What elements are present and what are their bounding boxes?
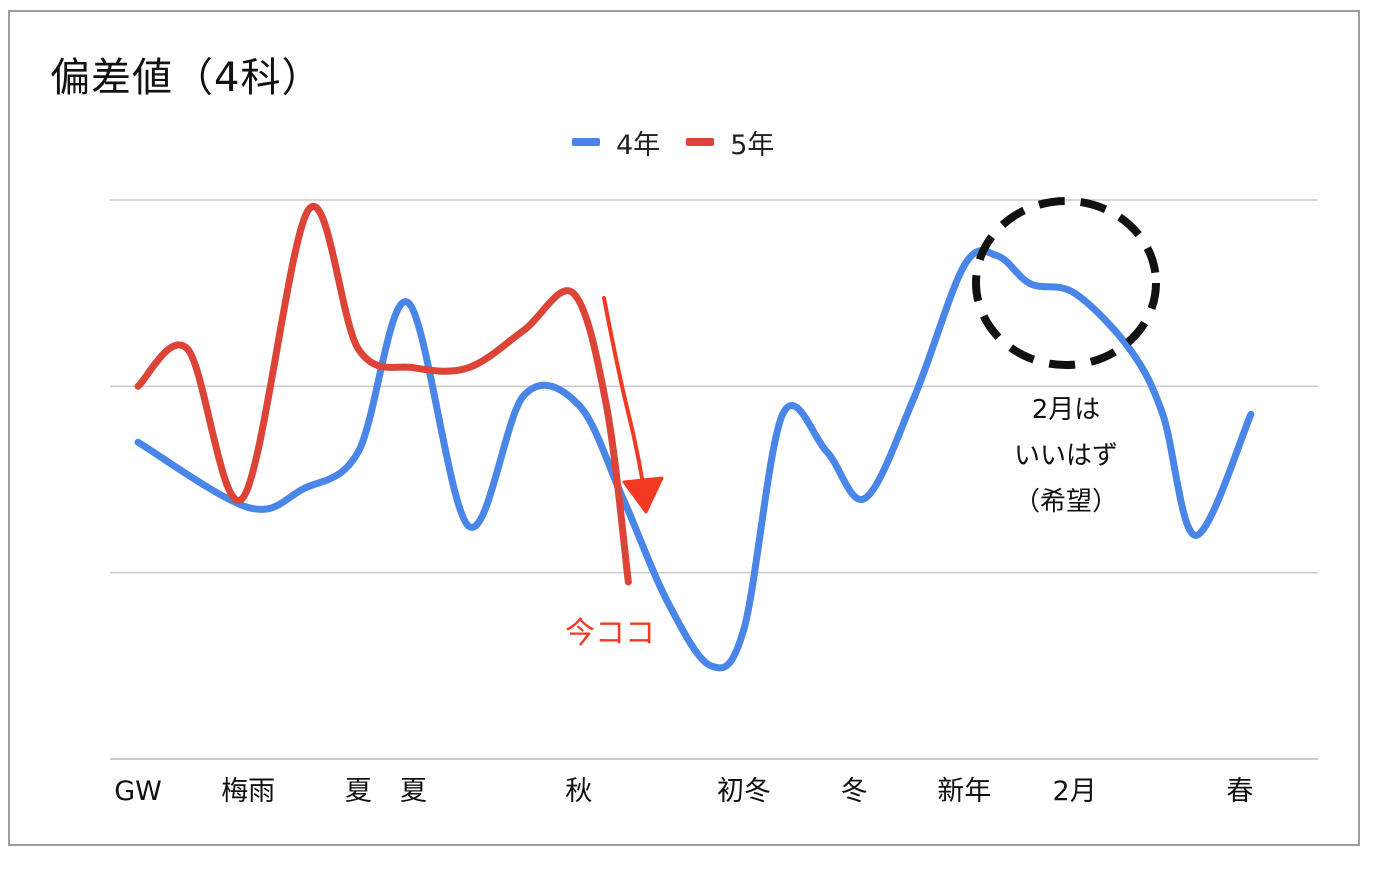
x-tick-label: 新年 bbox=[937, 776, 991, 807]
arrow-shaft bbox=[602, 296, 646, 492]
x-tick-label: GW bbox=[114, 776, 162, 807]
hope-annotation-line: いいはず bbox=[1014, 441, 1118, 471]
legend-swatch-5nen bbox=[686, 138, 715, 146]
legend-item-5nen: 5年 bbox=[686, 123, 774, 162]
x-tick-label: 冬 bbox=[841, 776, 868, 807]
legend-item-4nen: 4年 bbox=[572, 123, 660, 162]
arrow-head bbox=[622, 476, 664, 514]
x-tick-label: 初冬 bbox=[717, 776, 771, 807]
legend-swatch-4nen bbox=[572, 138, 600, 146]
hope-annotation-line: （希望） bbox=[1014, 487, 1118, 517]
chart-frame bbox=[8, 10, 1360, 846]
series-line-5nen bbox=[134, 202, 632, 586]
x-tick-label: 梅雨 bbox=[221, 776, 275, 807]
x-tick-label: 春 bbox=[1226, 776, 1253, 807]
chart-title: 偏差値（4科） bbox=[50, 55, 323, 101]
x-tick-label: 秋 bbox=[565, 776, 592, 807]
x-tick-label: 夏 bbox=[400, 776, 427, 807]
legend-label-4nen: 4年 bbox=[616, 129, 661, 161]
now-label: 今ココ bbox=[565, 616, 655, 651]
legend-label-5nen: 5年 bbox=[730, 129, 775, 161]
chart-legend: 4年 5年 bbox=[572, 123, 774, 162]
hope-annotation-line: 2月は bbox=[1032, 395, 1101, 425]
series-line-4nen bbox=[134, 247, 1255, 672]
highlight-circle bbox=[972, 197, 1160, 369]
x-tick-label: 2月 bbox=[1053, 776, 1097, 807]
x-tick-label: 夏 bbox=[345, 776, 372, 807]
